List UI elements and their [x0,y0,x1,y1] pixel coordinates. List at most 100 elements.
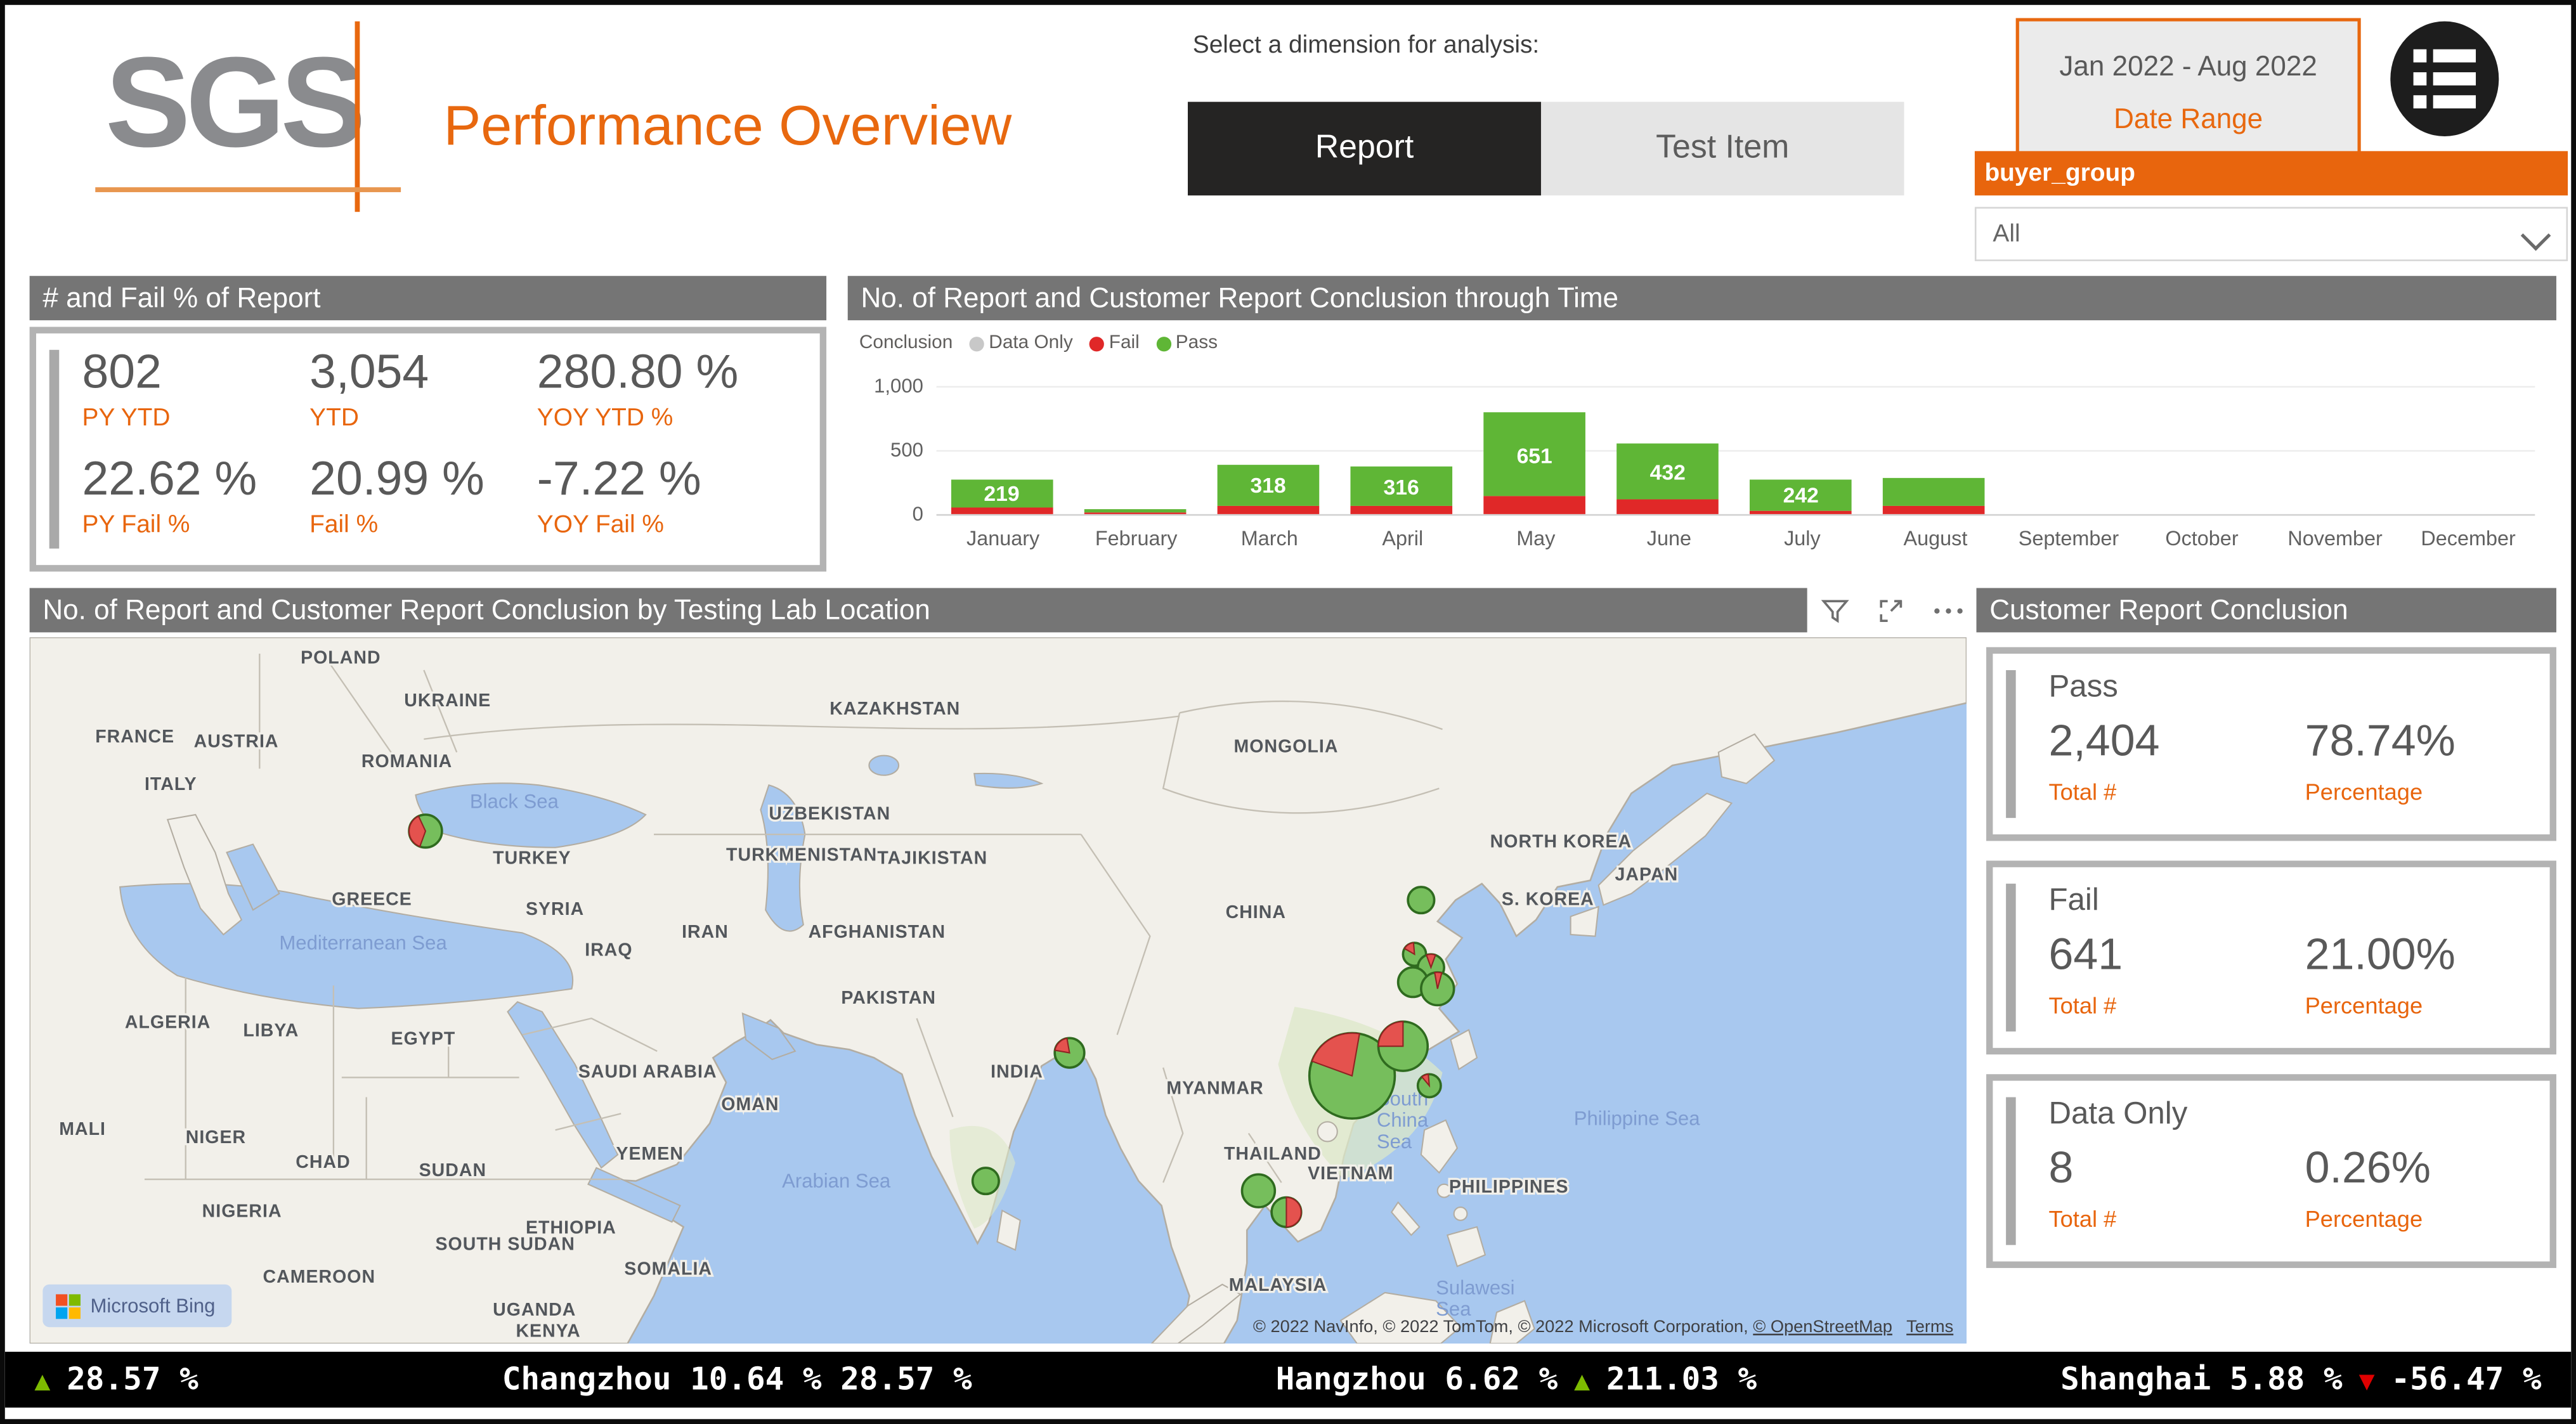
card-total-value: 8 [2048,1143,2074,1193]
bar-slot-july[interactable]: 242 [1736,384,1869,515]
kpi-card: 802 PY YTD 3,054 YTD 280.80 % YOY YTD % 22.… [29,327,827,572]
kpi-panel-title: # and Fail % of Report [29,276,827,321]
x-axis-label: May [1516,527,1556,550]
map-sea-label: Mediterranean Sea [279,931,447,954]
chart-legend: Conclusion Data Only Fail Pass [859,333,1218,353]
map-country-label: SAUDI ARABIA [578,1061,717,1082]
bing-logo-label: Microsoft Bing [90,1294,216,1317]
ticker-text: 211.03 % [1606,1361,1757,1398]
bar-data-label: 316 [1383,474,1419,500]
time-chart-title: No. of Report and Customer Report Conclu… [847,276,2556,321]
kpi-accent-bar [49,349,60,549]
card-total-value: 641 [2048,929,2123,979]
card-total-label: Total # [2048,778,2117,805]
lab-pie-fail-wedge [1425,954,1436,969]
more-options-icon[interactable] [1930,595,1967,628]
stacked-bar-chart[interactable]: 219 318 316 651 432 242 [936,384,2535,516]
x-axis-label: September [2018,527,2119,550]
map-country-label: MONGOLIA [1234,736,1339,756]
bar-slot-october[interactable] [2135,384,2268,515]
map-italy [166,813,243,936]
map-country-label: FRANCE [95,727,174,747]
y-axis-tick: 500 [890,438,923,462]
bar-slot-june[interactable]: 432 [1603,384,1736,515]
bar-fail-segment [951,507,1053,514]
terms-link[interactable]: Terms [1906,1317,1954,1337]
map-country-label: AUSTRIA [194,732,279,752]
ticker-text: Hangzhou 6.62 % [1275,1361,1558,1398]
lab-pie-fail-wedge [1434,971,1443,989]
bar-slot-august[interactable] [1869,384,2002,515]
map-country-label: PHILIPPINES [1449,1177,1569,1197]
lab-pie-marker[interactable] [971,1167,1000,1196]
map-country-label: SOUTH SUDAN [436,1234,575,1254]
bar-slot-february[interactable] [1070,384,1203,515]
legend-dot [1155,335,1171,351]
map-country-label: KENYA [516,1321,580,1342]
ticker-segment: Hangzhou 6.62 % ▲ 211.03 % [1276,1362,1757,1398]
map-sea-label: Sea [1436,1298,1471,1320]
attribution-text: © 2022 NavInfo, © 2022 TomTom, © 2022 Mi… [1252,1317,1753,1337]
logo-vertical-line [355,21,360,212]
bar-pass-segment: 318 [1217,464,1319,505]
tab-test-item[interactable]: Test Item [1540,101,1904,196]
filter-icon[interactable] [1819,595,1852,628]
conclusion-panel-title: Customer Report Conclusion [1976,588,2556,633]
kpi-metric: 280.80 % YOY YTD % [537,346,739,432]
card-accent-bar [2006,1097,2016,1245]
bar-slot-january[interactable]: 219 [937,384,1070,515]
card-pct-value: 78.74% [2305,716,2456,766]
bar-fail-segment [1483,496,1585,514]
gridline [936,385,2535,388]
page-title: Performance Overview [443,95,1012,158]
bar-fail-segment [1883,505,1985,514]
x-axis-label: February [1095,527,1178,550]
lab-location-pies[interactable] [408,813,1455,1228]
buyer-group-dropdown[interactable]: All [1974,207,2568,261]
map-country-label: TURKMENISTAN [726,845,877,865]
legend-dot [1089,335,1105,351]
map-country-label: ITALY [145,774,197,794]
lab-pie-marker[interactable] [1240,1173,1277,1208]
bar-data-label: 651 [1516,443,1552,468]
lab-pie-fail-wedge [408,815,427,848]
legend-dot [969,335,984,351]
menu-button[interactable] [2390,21,2499,137]
bar-slot-may[interactable]: 651 [1469,384,1603,515]
bar-slot-november[interactable] [2268,384,2402,515]
date-range-value: Jan 2022 - Aug 2022 [2059,51,2317,82]
map-country-label: IRAQ [585,940,632,961]
bar-slot-december[interactable] [2402,384,2535,515]
kpi-metric: 3,054 YTD [309,346,429,432]
bar-fail-segment [1750,510,1852,514]
city-metrics-ticker: ▲ 28.57 % Changzhou 10.64 % 28.57 % Hangzho… [4,1352,2572,1408]
tab-report[interactable]: Report [1188,101,1541,196]
bar-fail-segment [1084,512,1186,514]
legend-label: Fail [1109,333,1140,353]
map-country-label: AFGHANISTAN [809,922,946,942]
map-country-label: UZBEKISTAN [769,804,890,824]
gridline [936,450,2535,452]
bing-logo[interactable]: Microsoft Bing [42,1284,232,1328]
card-pct-value: 0.26% [2305,1143,2431,1193]
lab-pie-marker[interactable] [1407,886,1436,915]
map-sea-label: Sea [1377,1130,1412,1153]
bar-slot-april[interactable]: 316 [1336,384,1469,515]
openstreetmap-link[interactable]: © OpenStreetMap [1753,1317,1892,1337]
map-country-label: ROMANIA [361,751,452,772]
ticker-text: -56.47 % [2391,1361,2542,1398]
map-country-label: SUDAN [419,1160,486,1181]
bar-fail-segment [1617,498,1719,514]
map-country-label: NORTH KOREA [1490,832,1632,852]
legend-label: Data Only [989,333,1073,353]
bar-slot-march[interactable]: 318 [1203,384,1336,515]
up-arrow-icon: ▲ [1574,1364,1590,1395]
map-country-label: ALGERIA [125,1013,211,1033]
map-country-label: OMAN [721,1094,779,1115]
map-country-label: UGANDA [493,1300,576,1320]
bar-slot-september[interactable] [2002,384,2135,515]
testing-lab-map[interactable]: Black Sea Mediterranean Sea Arabian Sea Sou… [29,637,1967,1344]
buyer-group-header: buyer_group [1974,151,2568,196]
focus-mode-icon[interactable] [1875,595,1908,628]
map-country-label: THAILAND [1224,1144,1322,1164]
